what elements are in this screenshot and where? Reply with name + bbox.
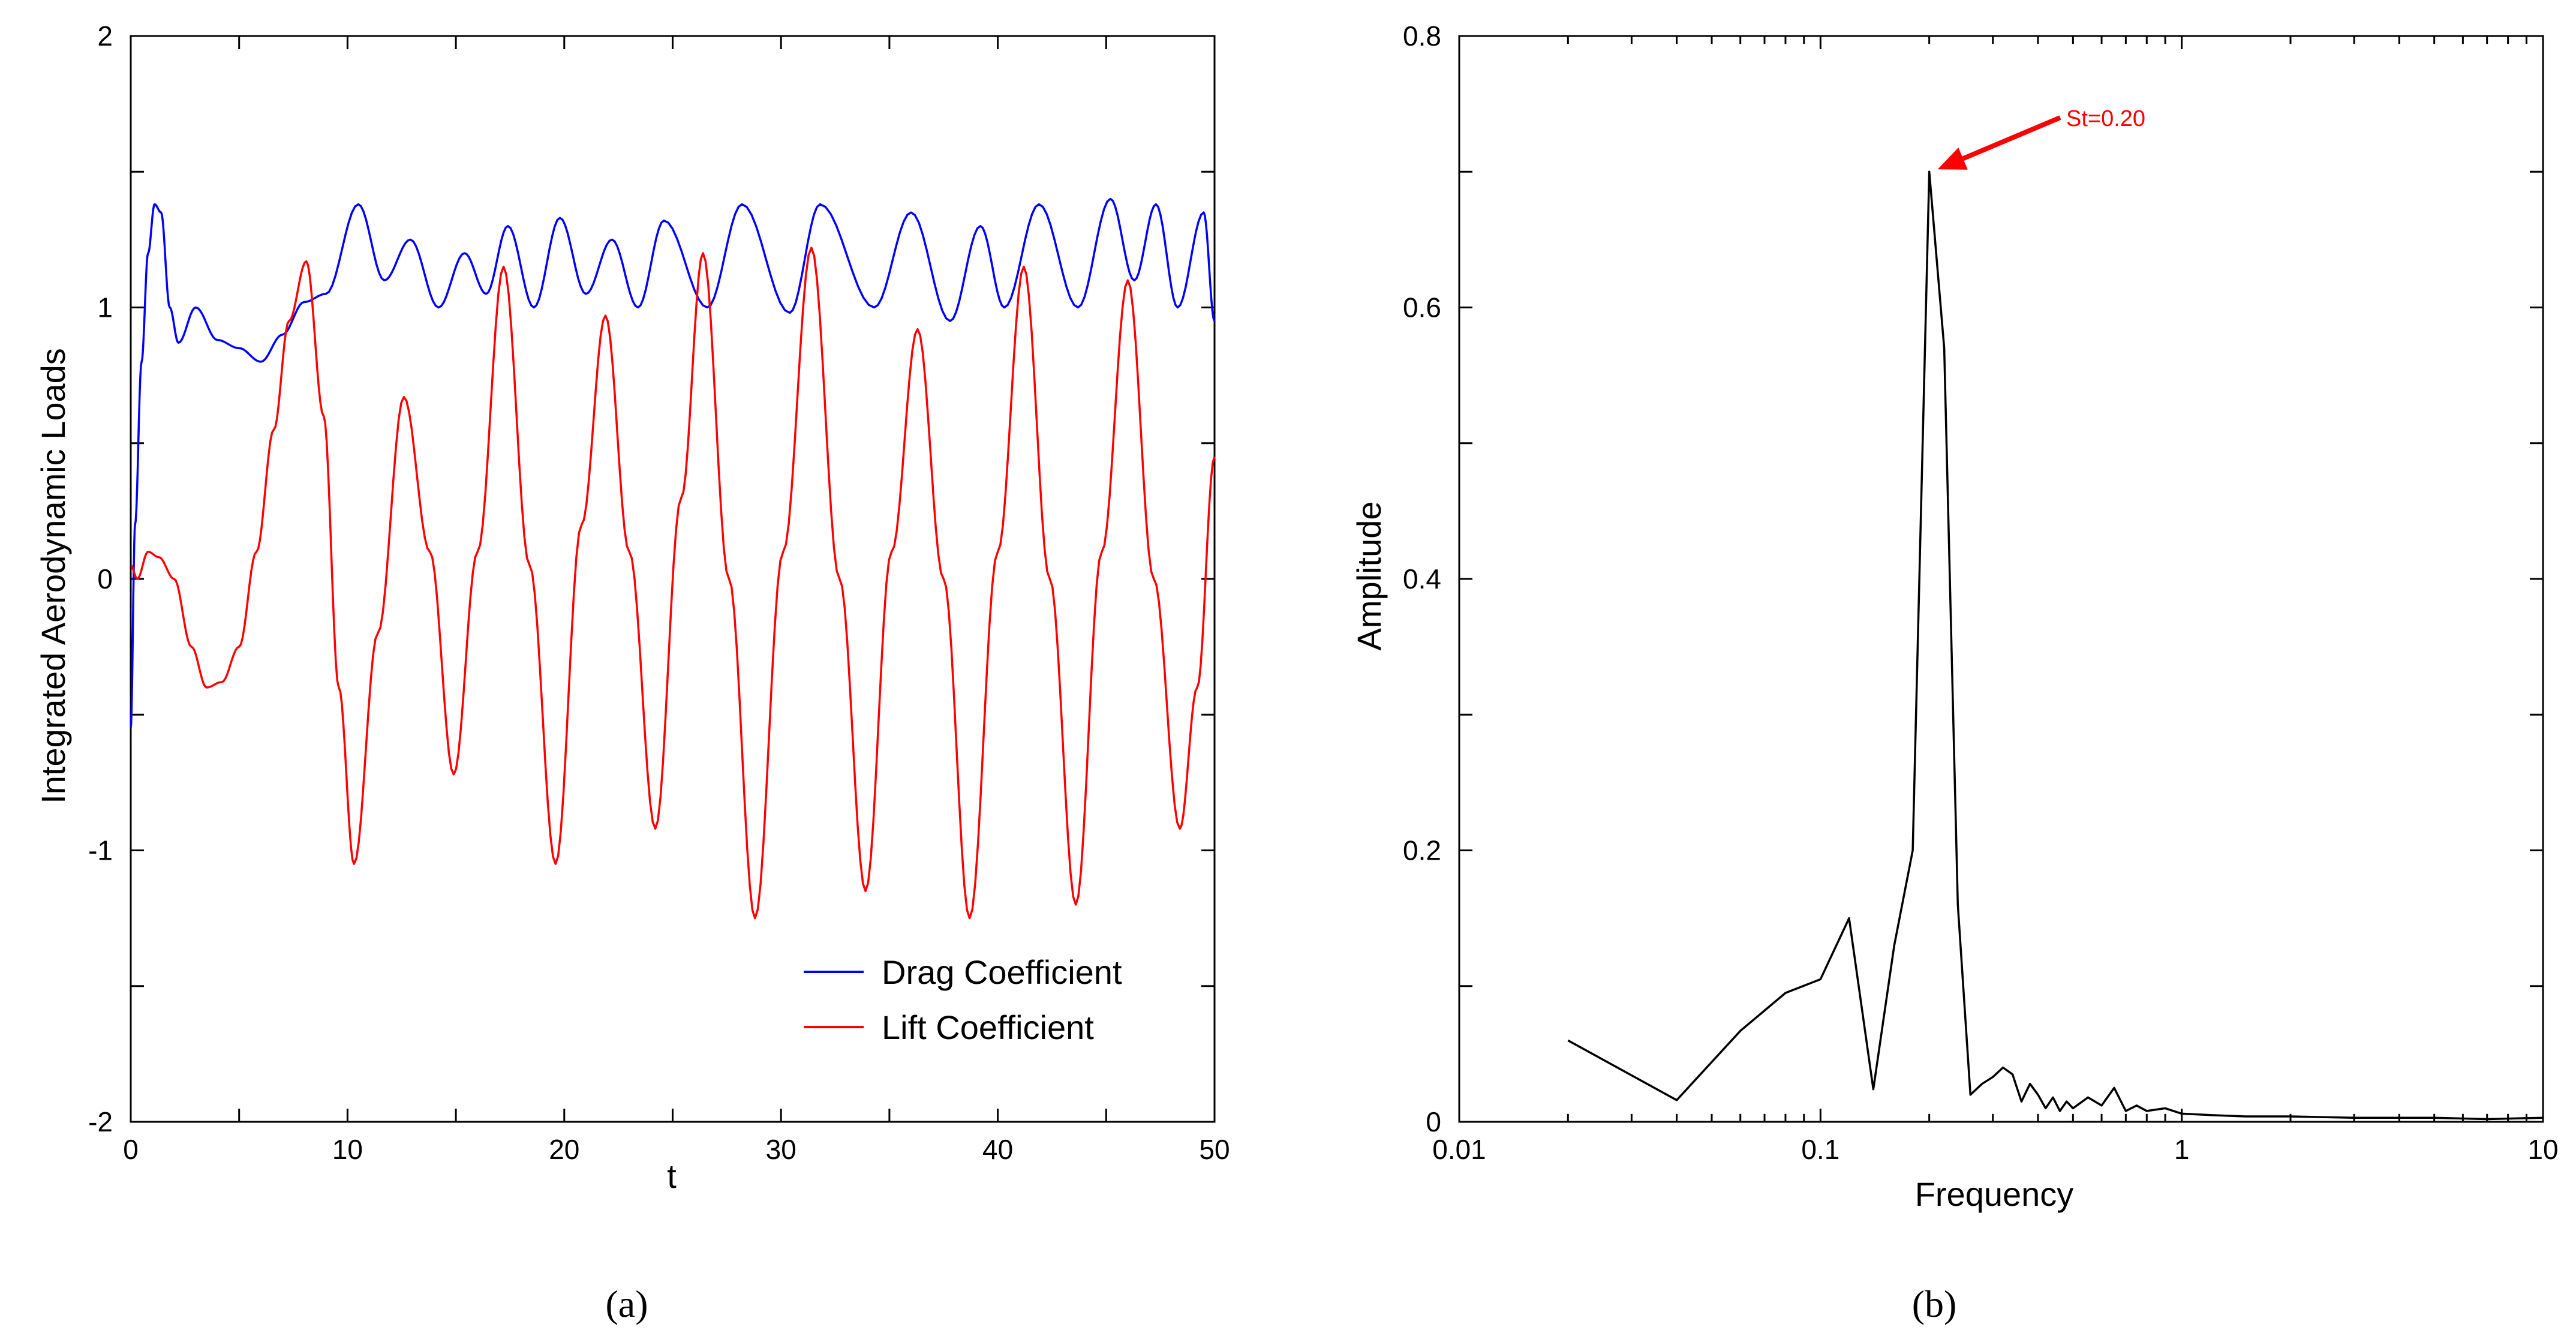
- legend: Drag Coefficient Lift Coefficient: [804, 953, 1122, 1046]
- panel-a-ytick-label: 2: [97, 20, 113, 52]
- panel-a-xtick-label: 40: [982, 1134, 1013, 1165]
- amplitude-spectrum-line: [1567, 170, 2544, 1121]
- panel-a-xtick-label: 20: [549, 1134, 579, 1165]
- st-annotation: St=0.20: [1937, 106, 2145, 170]
- panel-a-ytick-label: 1: [97, 292, 113, 323]
- panel-b-ytick-label: 0: [1426, 1106, 1441, 1137]
- panel-b-ticks: [1458, 35, 2543, 1123]
- panel-b-xtick-label: 10: [2527, 1134, 2558, 1165]
- panel-a-caption: (a): [605, 1283, 648, 1325]
- panel-b-ytick-label: 0.4: [1403, 563, 1441, 595]
- panel-a-ytick-label: -1: [88, 835, 113, 866]
- panel-a-ytick-label: -2: [88, 1106, 113, 1137]
- panel-a-xtick-label: 0: [123, 1134, 139, 1165]
- panel-b-xtick-labels: 0.01 0.1 1 10: [1432, 1134, 2558, 1165]
- panel-a-xlabel: t: [667, 1157, 677, 1195]
- panel-a-ylabel: Integrated Aerodynamic Loads: [34, 348, 72, 804]
- panel-a-xtick-label: 50: [1199, 1134, 1230, 1165]
- drag-coefficient-line: [130, 197, 1216, 729]
- lift-coefficient-line: [130, 247, 1216, 920]
- panel-b-caption: (b): [1912, 1283, 1957, 1325]
- st-arrow-head: [1937, 147, 1968, 170]
- panel-b-ytick-label: 0.6: [1403, 292, 1441, 323]
- panel-b-ytick-label: 0.2: [1403, 835, 1441, 866]
- panel-b-ytick-label: 0.8: [1403, 20, 1441, 52]
- panel-b-xtick-label: 1: [2174, 1134, 2190, 1165]
- panel-a-xtick-labels: 0 10 20 30 40 50: [123, 1134, 1230, 1165]
- panel-a-xtick-label: 10: [332, 1134, 363, 1165]
- legend-drag-label: Drag Coefficient: [882, 953, 1122, 991]
- st-annotation-label: St=0.20: [2066, 106, 2145, 131]
- panel-a-xtick-label: 30: [766, 1134, 796, 1165]
- panel-b-xtick-label: 0.01: [1432, 1134, 1486, 1165]
- panel-a-ytick-labels: -2 -1 0 1 2: [88, 20, 113, 1137]
- panel-b: 0.01 0.1 1 10 0 0.2 0.4 0.6 0.8 St=0.20 Frequen…: [1350, 20, 2559, 1325]
- panel-b-xlabel: Frequency: [1915, 1175, 2074, 1213]
- panel-b-ylabel: Amplitude: [1350, 501, 1388, 650]
- panel-a-ytick-label: 0: [97, 563, 113, 595]
- st-arrow-shaft: [1962, 115, 2061, 161]
- panel-a-ticks: [130, 35, 1216, 1123]
- panel-b-ytick-labels: 0 0.2 0.4 0.6 0.8: [1403, 20, 1441, 1137]
- legend-lift-label: Lift Coefficient: [882, 1008, 1094, 1046]
- panel-b-frame: [1458, 35, 2544, 1123]
- panel-b-xtick-label: 0.1: [1801, 1134, 1839, 1165]
- panel-a: 0 10 20 30 40 50 -2 -1 0 1 2 t Integrated Aerodyn…: [34, 20, 1230, 1325]
